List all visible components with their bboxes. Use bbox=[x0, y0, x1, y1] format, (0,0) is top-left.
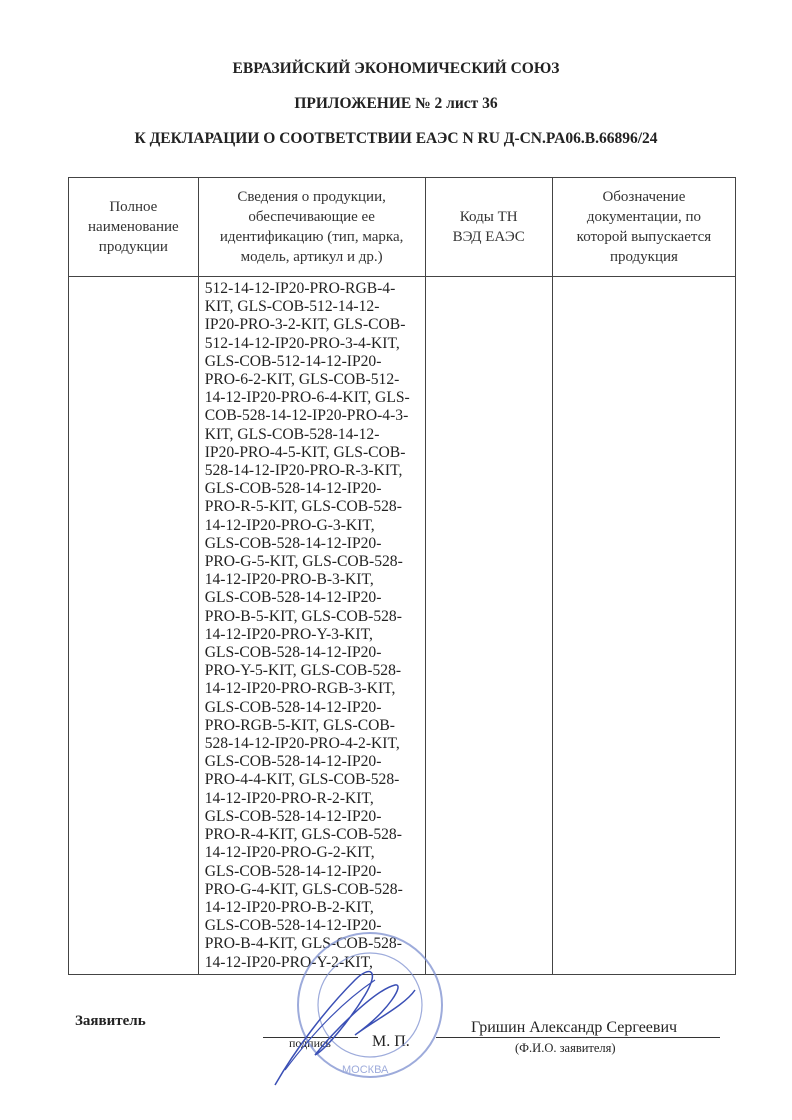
name-caption: (Ф.И.О. заявителя) bbox=[515, 1041, 616, 1055]
identification-line: PRO-Y-5-KIT, GLS-COB-528- bbox=[204, 662, 402, 680]
identification-line: PRO-G-5-KIT, GLS-COB-528- bbox=[204, 553, 403, 571]
identification-line: GLS-COB-528-14-12-IP20- bbox=[204, 534, 382, 552]
identification-line: PRO-6-2-KIT, GLS-COB-512- bbox=[204, 371, 400, 389]
table-header-row: Полное наименование продукции Сведения о… bbox=[68, 177, 737, 277]
identification-line: 528-14-12-IP20-PRO-4-2-KIT, bbox=[204, 735, 400, 753]
identification-line: KIT, GLS-COB-528-14-12- bbox=[204, 425, 380, 443]
cell-documentation bbox=[551, 276, 737, 975]
identification-line: PRO-B-4-KIT, GLS-COB-528- bbox=[204, 935, 402, 953]
identification-line: GLS-COB-528-14-12-IP20- bbox=[204, 862, 382, 880]
cell-hs-codes bbox=[424, 276, 553, 975]
identification-line: GLS-COB-528-14-12-IP20- bbox=[204, 917, 382, 935]
identification-line: IP20-PRO-3-2-KIT, GLS-COB- bbox=[204, 316, 406, 334]
identification-line: GLS-COB-528-14-12-IP20- bbox=[204, 644, 382, 662]
identification-line: 14-12-IP20-PRO-Y-3-KIT, bbox=[204, 625, 373, 643]
identification-line: GLS-COB-528-14-12-IP20- bbox=[204, 807, 382, 825]
identification-line: IP20-PRO-4-5-KIT, GLS-COB- bbox=[204, 443, 406, 461]
identification-line: 14-12-IP20-PRO-R-2-KIT, bbox=[204, 789, 374, 807]
applicant-name: Гришин Александр Сергеевич bbox=[471, 1019, 678, 1036]
column-header-documentation: Обозначение документации, по которой вып… bbox=[551, 177, 737, 277]
products-table: Полное наименование продукции Сведения о… bbox=[68, 177, 737, 975]
table-row: 512-14-12-IP20-PRO-RGB-4- KIT, GLS-COB-51… bbox=[68, 276, 737, 975]
identification-line: PRO-RGB-5-KIT, GLS-COB- bbox=[204, 716, 396, 734]
identification-line: PRO-B-5-KIT, GLS-COB-528- bbox=[204, 607, 402, 625]
seal-text: МОСКВА bbox=[342, 1064, 389, 1076]
identification-line: GLS-COB-512-14-12-IP20- bbox=[204, 352, 382, 370]
identification-line: 512-14-12-IP20-PRO-3-4-KIT, bbox=[204, 334, 400, 352]
cell-identification: 512-14-12-IP20-PRO-RGB-4- KIT, GLS-COB-51… bbox=[197, 276, 426, 975]
column-header-name: Полное наименование продукции bbox=[68, 177, 199, 277]
identification-line: PRO-G-4-KIT, GLS-COB-528- bbox=[204, 880, 403, 898]
column-header-text: Коды ТН ВЭД ЕАЭС bbox=[452, 209, 525, 245]
identification-line: 14-12-IP20-PRO-G-2-KIT, bbox=[204, 844, 375, 862]
column-header-identification: Сведения о продукции, обеспечивающие ее … bbox=[197, 177, 426, 277]
identification-line: GLS-COB-528-14-12-IP20- bbox=[204, 698, 382, 716]
identification-line: PRO-4-4-KIT, GLS-COB-528- bbox=[204, 771, 400, 789]
signature-icon bbox=[274, 970, 416, 1086]
cell-product-name bbox=[68, 276, 199, 975]
identification-line: 528-14-12-IP20-PRO-R-3-KIT, bbox=[204, 462, 403, 480]
identification-line: GLS-COB-528-14-12-IP20- bbox=[204, 753, 382, 771]
identification-line: 512-14-12-IP20-PRO-RGB-4- bbox=[204, 280, 396, 297]
seal-stamp-icon: МОСКВА bbox=[297, 932, 443, 1078]
identification-line: PRO-R-4-KIT, GLS-COB-528- bbox=[204, 826, 402, 844]
declaration-heading: К ДЕКЛАРАЦИИ О СООТВЕТСТВИИ ЕАЭС N RU Д-… bbox=[134, 130, 658, 147]
identification-line: 14-12-IP20-PRO-B-2-KIT, bbox=[204, 898, 374, 916]
identification-line: KIT, GLS-COB-512-14-12- bbox=[204, 298, 380, 316]
identification-line: 14-12-IP20-PRO-6-4-KIT, GLS- bbox=[204, 389, 410, 407]
identification-line: PRO-R-5-KIT, GLS-COB-528- bbox=[204, 498, 402, 516]
identification-line: 14-12-IP20-PRO-G-3-KIT, bbox=[204, 516, 375, 534]
annex-heading: ПРИЛОЖЕНИЕ № 2 лист 36 bbox=[294, 95, 498, 112]
identification-line: GLS-COB-528-14-12-IP20- bbox=[204, 480, 382, 498]
identification-line: 14-12-IP20-PRO-RGB-3-KIT, bbox=[204, 680, 396, 698]
applicant-label: Заявитель bbox=[75, 1013, 146, 1029]
column-header-text: Обозначение документации, по которой вып… bbox=[576, 189, 712, 265]
identification-line: COB-528-14-12-IP20-PRO-4-3- bbox=[204, 407, 409, 425]
seal-caption: М. П. bbox=[372, 1033, 410, 1050]
identification-line: 14-12-IP20-PRO-Y-2-KIT, bbox=[204, 953, 373, 971]
identification-text: 512-14-12-IP20-PRO-RGB-4- KIT, GLS-COB-51… bbox=[199, 277, 425, 972]
identification-line: 14-12-IP20-PRO-B-3-KIT, bbox=[204, 571, 374, 589]
identification-line: GLS-COB-528-14-12-IP20- bbox=[204, 589, 382, 607]
document-heading: ЕВРАЗИЙСКИЙ ЭКОНОМИЧЕСКИЙ СОЮЗ bbox=[232, 60, 560, 77]
name-line bbox=[436, 1037, 720, 1038]
column-header-hs-codes: Коды ТН ВЭД ЕАЭС bbox=[424, 177, 553, 277]
column-header-text: Полное наименование продукции bbox=[88, 199, 179, 255]
column-header-text: Сведения о продукции, обеспечивающие ее … bbox=[219, 189, 404, 265]
